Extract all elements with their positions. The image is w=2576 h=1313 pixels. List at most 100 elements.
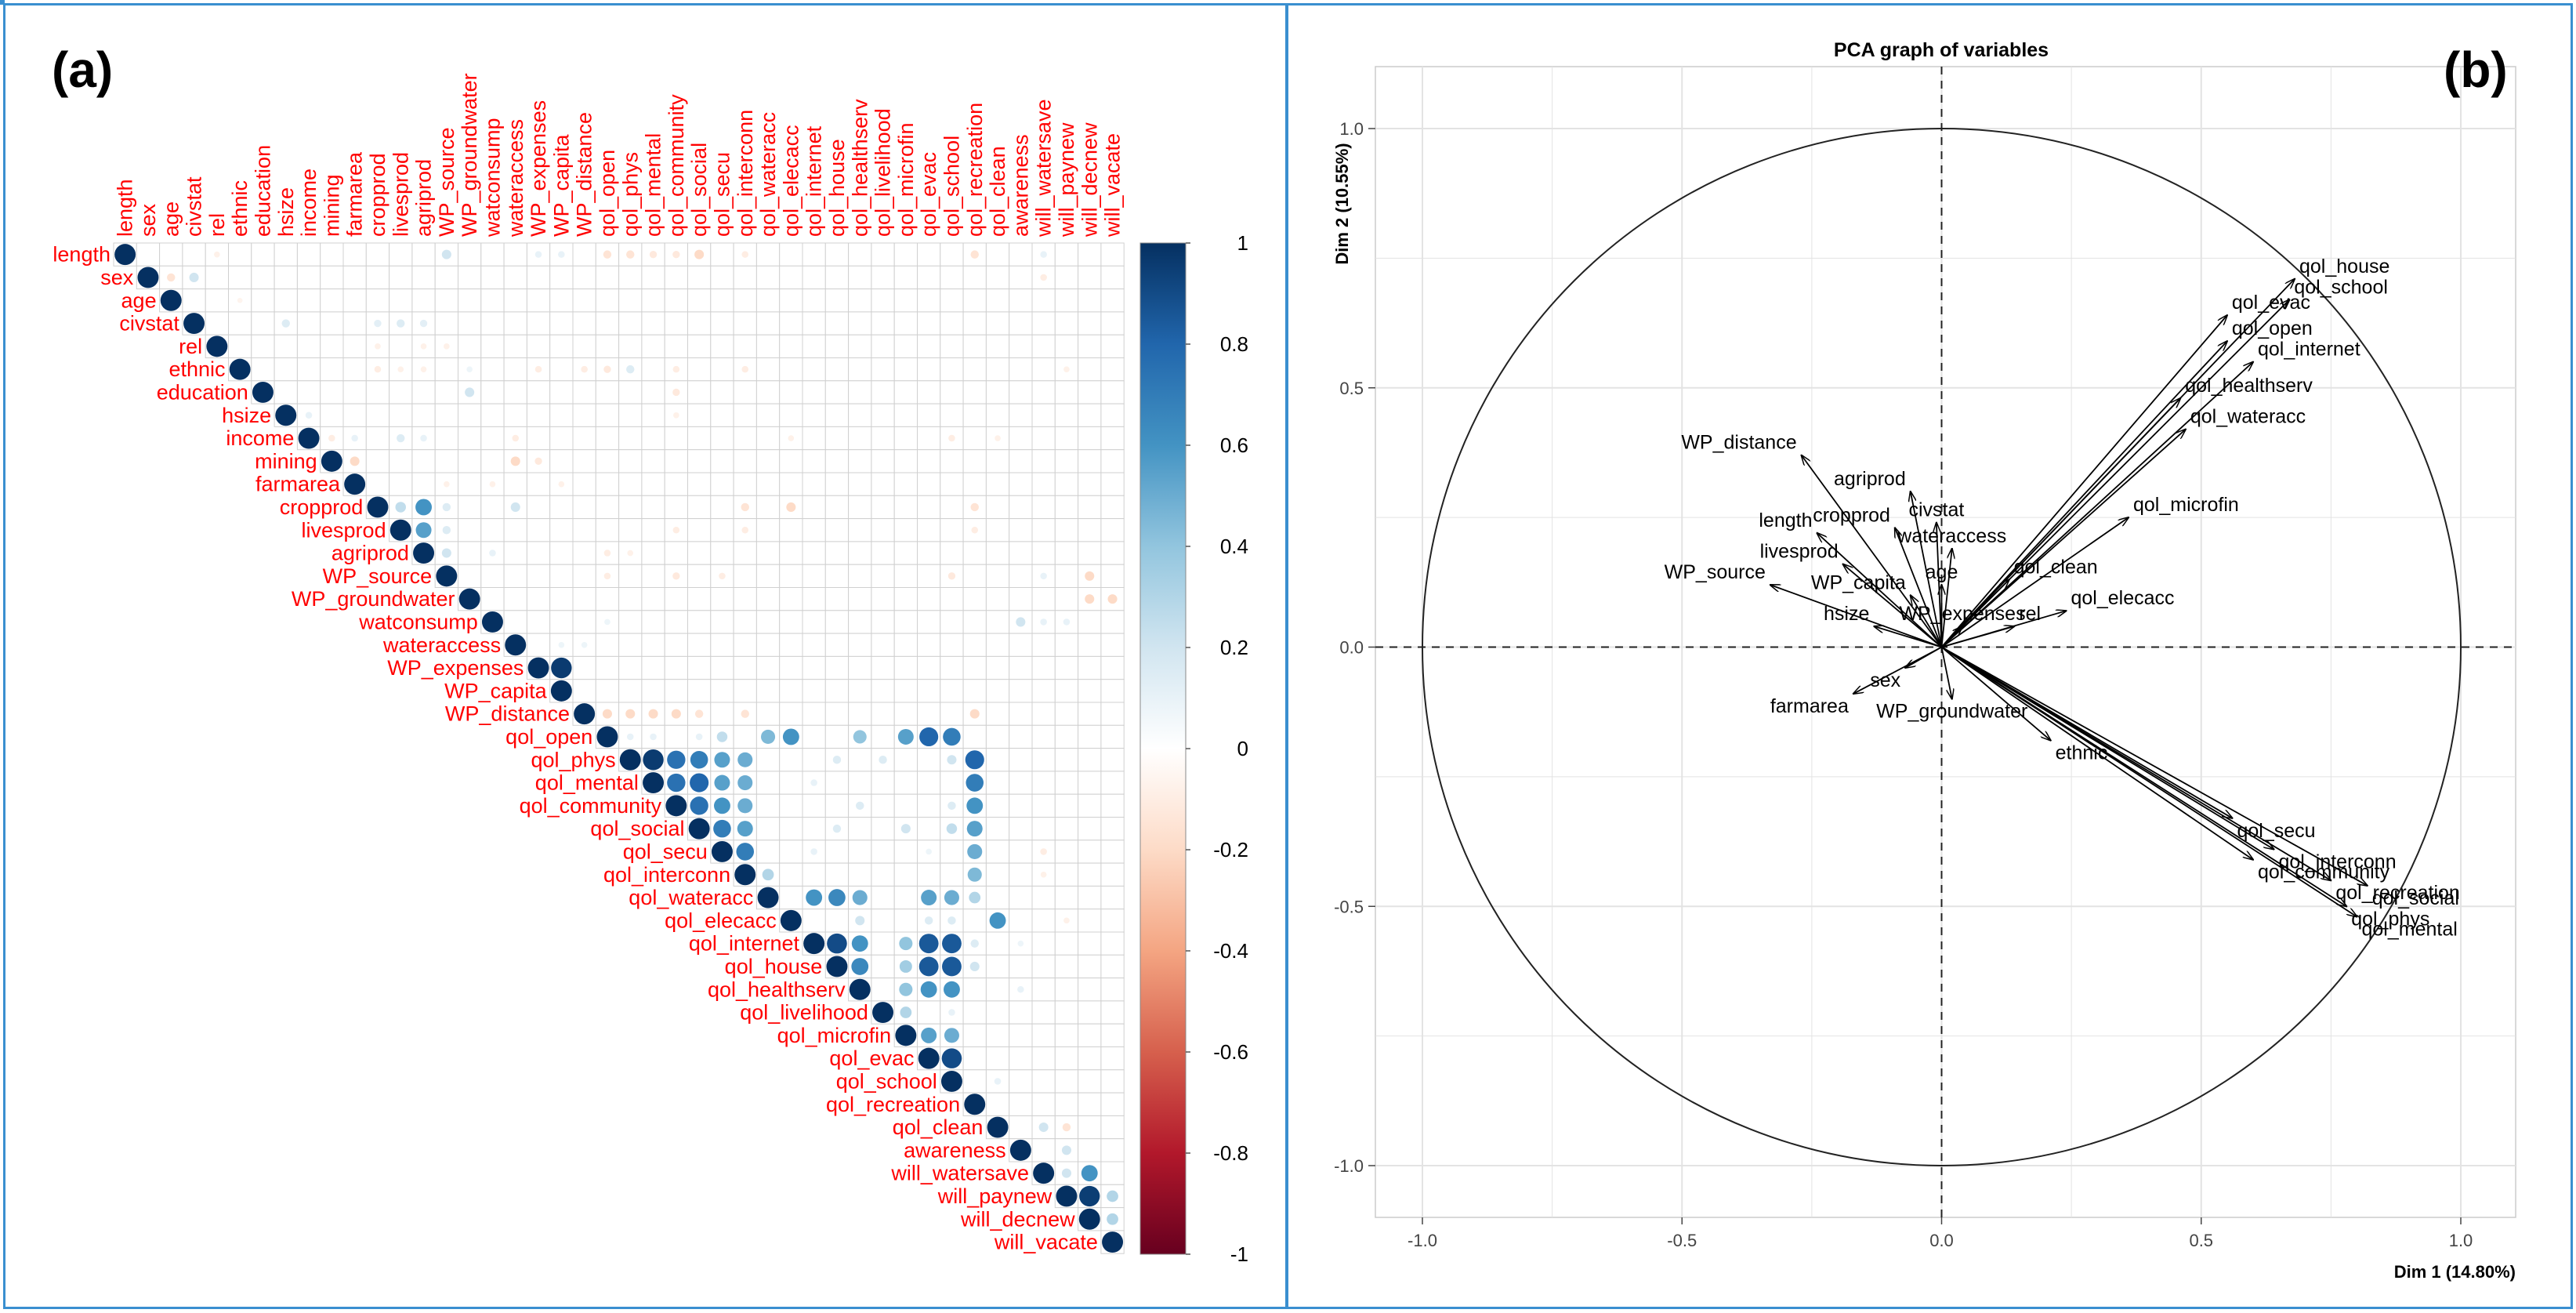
corr-cell <box>802 288 826 313</box>
corr-cell <box>755 655 781 680</box>
pca-vector-label: farmarea <box>1770 695 1849 717</box>
corr-cell <box>1031 655 1056 680</box>
corr-cell <box>664 288 689 313</box>
corr-cell <box>1009 655 1033 680</box>
corr-cell <box>871 449 895 473</box>
corr-cell <box>985 380 1010 404</box>
panel-b-label: (b) <box>2444 42 2508 98</box>
corr-cell <box>228 334 252 359</box>
corr-cell <box>871 564 895 589</box>
corr-cell <box>917 426 941 451</box>
corr-cell <box>1100 702 1125 726</box>
corr-cell <box>824 655 850 680</box>
corr-cell <box>205 288 230 313</box>
corr-cell <box>1031 679 1056 703</box>
corr-cell <box>940 334 964 359</box>
corr-cell <box>411 426 436 451</box>
corr-cell <box>893 564 918 589</box>
corr-cell <box>917 518 941 542</box>
corr-cell <box>526 403 551 427</box>
corr-cell <box>1100 610 1125 634</box>
corr-cell <box>1100 426 1125 451</box>
corr-cell <box>733 449 757 473</box>
corr-cell <box>940 771 964 795</box>
corr-cell <box>710 655 734 680</box>
pca-vector-label: qol_healthserv <box>2185 375 2313 397</box>
pca-ytick-label: 0.0 <box>1339 638 1364 658</box>
corr-cell <box>940 587 964 611</box>
corr-cell <box>1054 265 1079 290</box>
corr-cell <box>228 242 252 267</box>
corr-cell <box>824 610 850 634</box>
corr-cell <box>595 495 620 520</box>
corr-cell <box>985 403 1010 427</box>
corr-cell <box>320 242 344 267</box>
corr-cell <box>1100 311 1125 336</box>
corr-cell <box>687 518 712 542</box>
corr-cell <box>917 403 941 427</box>
corr-cell <box>779 862 803 887</box>
corr-cell <box>871 311 895 336</box>
corr-cell <box>917 541 941 565</box>
corr-cell <box>296 311 321 336</box>
corr-cell <box>802 633 826 657</box>
corr-cell <box>549 449 574 473</box>
corr-cell <box>1078 771 1102 795</box>
corr-cell <box>1009 472 1033 496</box>
corr-cell <box>779 288 803 313</box>
corr-cell <box>733 655 757 680</box>
corr-cell <box>755 840 781 864</box>
corr-cell <box>940 679 964 703</box>
corr-cell <box>917 495 941 520</box>
corr-cell <box>526 288 551 313</box>
corr-cell <box>480 265 505 290</box>
corr-cell <box>962 334 987 359</box>
corr-cell <box>962 311 987 336</box>
corr-cell <box>641 403 665 427</box>
corr-cell <box>871 679 895 703</box>
corr-cell <box>503 334 527 359</box>
corr-cell <box>1009 793 1033 818</box>
corr-cell <box>618 311 643 336</box>
corr-cell <box>940 840 964 864</box>
corr-cell <box>664 265 689 290</box>
corr-cell <box>641 564 665 589</box>
corr-cell <box>848 610 872 634</box>
corr-cell <box>1100 771 1125 795</box>
pca-xtick-label: -0.5 <box>1667 1231 1697 1250</box>
corr-cell <box>917 334 941 359</box>
corr-cell <box>1100 564 1125 589</box>
corr-cell <box>779 793 803 818</box>
corr-cell <box>940 655 964 680</box>
corr-cell <box>755 587 781 611</box>
corr-cell <box>848 587 872 611</box>
pca-vector-label: civstat <box>1908 499 1964 521</box>
corr-cell <box>848 518 872 542</box>
corr-cell <box>755 495 781 520</box>
corr-cell <box>940 403 964 427</box>
corr-cell <box>1100 655 1125 680</box>
corr-cell <box>962 909 987 933</box>
pca-vector-label: qol_elecacc <box>2071 587 2175 609</box>
corr-cell <box>572 380 596 404</box>
corr-cell <box>618 633 643 657</box>
corr-cell <box>434 265 459 290</box>
corr-cell <box>274 334 298 359</box>
corr-cell <box>1009 426 1033 451</box>
corr-cell <box>733 403 757 427</box>
corr-cell <box>618 587 643 611</box>
corr-cell <box>1054 495 1079 520</box>
pca-vector-label: WP_expenses <box>1899 603 2025 625</box>
corr-cell <box>480 357 505 382</box>
corr-cell <box>733 311 757 336</box>
corr-cell <box>664 357 689 382</box>
corr-cell <box>710 311 734 336</box>
corr-cell <box>893 472 918 496</box>
corr-cell <box>779 885 803 910</box>
corr-cell <box>1100 724 1125 749</box>
corr-cell <box>824 702 850 726</box>
corr-cell <box>549 587 574 611</box>
corr-cell <box>848 357 872 382</box>
panel-b-frame <box>1285 3 2573 1309</box>
corr-cell <box>365 288 390 313</box>
